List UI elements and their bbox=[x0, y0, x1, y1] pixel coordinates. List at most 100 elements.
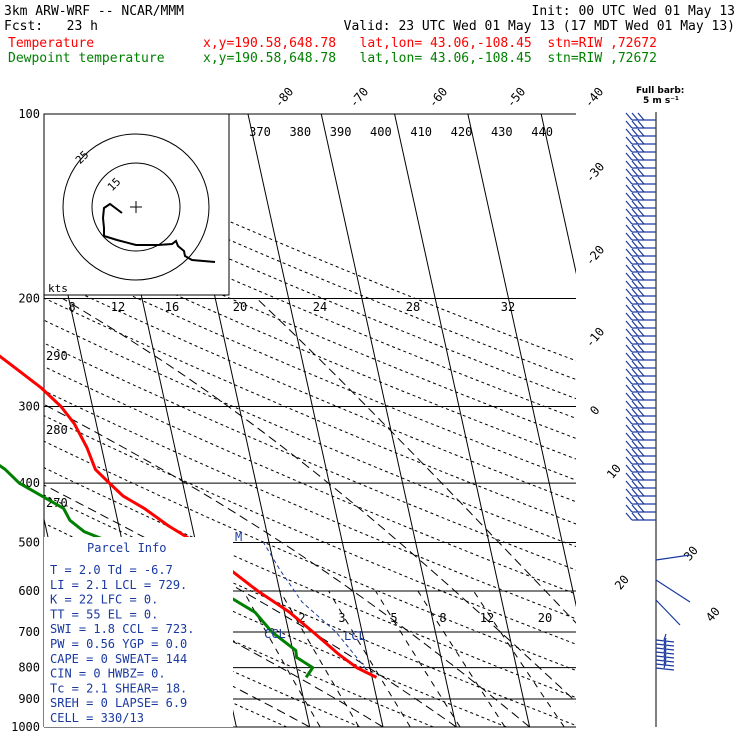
skew-temperature-label: 20 bbox=[612, 572, 632, 592]
dry-adiabat-line bbox=[44, 440, 576, 672]
pressure-tick-label: 1000 bbox=[11, 720, 40, 734]
wind-barb bbox=[625, 112, 656, 121]
wind-barb bbox=[625, 496, 656, 505]
wind-barb bbox=[625, 296, 656, 305]
wind-barb bbox=[625, 376, 656, 385]
wind-barb bbox=[625, 504, 656, 513]
pressure-tick-label: 600 bbox=[18, 584, 40, 598]
parcel-info-background bbox=[44, 537, 233, 727]
wind-barb bbox=[625, 368, 656, 377]
hodo-speed-label: 16 bbox=[165, 300, 179, 314]
wind-barb bbox=[625, 416, 656, 425]
theta-label: 440 bbox=[531, 125, 553, 139]
dry-adiabat-label: 280 bbox=[46, 423, 68, 437]
theta-label: 410 bbox=[410, 125, 432, 139]
hodograph-ring-inner bbox=[91, 162, 181, 252]
wind-barb bbox=[625, 360, 656, 369]
isotherm-line bbox=[320, 114, 457, 727]
model-title: 3km ARW-WRF -- NCAR/MMM bbox=[4, 4, 184, 19]
wind-barb bbox=[625, 392, 656, 401]
dry-adiabat-line bbox=[44, 467, 576, 699]
theta-label: 400 bbox=[370, 125, 392, 139]
dewpoint-legend-info: x,y=190.58,648.78 lat,lon= 43.06,-108.45… bbox=[203, 51, 657, 66]
wind-barb bbox=[625, 408, 656, 417]
lcl-label: LCL bbox=[344, 629, 366, 643]
wind-barb bbox=[625, 120, 656, 129]
wind-barb bbox=[625, 272, 656, 281]
wind-barbs bbox=[625, 112, 691, 727]
hodo-speed-label: 28 bbox=[406, 300, 420, 314]
dry-adiabat-line bbox=[44, 582, 361, 727]
parcel-info-row: SWI = 1.8 CCL = 723. bbox=[50, 622, 195, 636]
parcel-info-row: T = 2.0 Td = -6.7 bbox=[50, 563, 173, 577]
wind-barb bbox=[625, 288, 656, 297]
wind-barb bbox=[625, 312, 656, 321]
parcel-info-row: CIN = 0 HWBZ= 0. bbox=[50, 667, 166, 681]
parcel-path-line bbox=[261, 539, 367, 670]
pressure-tick-label: 800 bbox=[18, 661, 40, 675]
wind-barb bbox=[625, 168, 656, 177]
wind-barb bbox=[625, 248, 656, 257]
theta-label: 430 bbox=[491, 125, 513, 139]
parcel-info-row: K = 22 LFC = 0. bbox=[50, 593, 158, 607]
m-marker-label: M bbox=[235, 530, 242, 544]
mixing-ratio-label: 12 bbox=[480, 611, 494, 625]
wind-barb bbox=[625, 488, 656, 497]
wind-barb bbox=[625, 328, 656, 337]
moist-adiabat-line bbox=[256, 298, 576, 624]
wind-barb bbox=[625, 136, 656, 145]
hodo-speed-label: 8 bbox=[68, 300, 75, 314]
parcel-info-row: CAPE = 0 SWEAT= 144 bbox=[50, 652, 187, 666]
hodograph-trace bbox=[101, 202, 216, 263]
wind-barb bbox=[625, 200, 656, 209]
wind-barb bbox=[625, 304, 656, 313]
wind-barb bbox=[625, 448, 656, 457]
temperature-line bbox=[0, 354, 378, 679]
wind-barb bbox=[625, 160, 656, 169]
wind-barb bbox=[625, 336, 656, 345]
mixing-ratio-label: 8 bbox=[439, 611, 446, 625]
barb-legend-line1: Full barb: bbox=[636, 86, 684, 96]
hodo-speed-label: 24 bbox=[313, 300, 327, 314]
parcel-info-row: PW = 0.56 YGP = 0.0 bbox=[50, 637, 187, 651]
wind-barb bbox=[625, 320, 656, 329]
wind-barb bbox=[625, 384, 656, 393]
dry-adiabat-label: 290 bbox=[46, 349, 68, 363]
isotherm-line bbox=[247, 114, 384, 727]
forecast-hour: Fcst: 23 h bbox=[4, 19, 98, 34]
wind-barb bbox=[625, 456, 656, 465]
parcel-info-title: Parcel Info bbox=[87, 541, 166, 555]
parcel-info-row: CELL = 330/13 bbox=[50, 711, 144, 725]
skew-temperature-label: -70 bbox=[347, 85, 372, 111]
hodo-speed-label: 32 bbox=[501, 300, 515, 314]
wind-barb bbox=[625, 264, 656, 273]
theta-label: 380 bbox=[289, 125, 311, 139]
wind-barb bbox=[625, 176, 656, 185]
ccl-label: CCL bbox=[264, 627, 286, 641]
hodo-speed-label: 20 bbox=[233, 300, 247, 314]
dry-adiabat-line bbox=[44, 522, 507, 727]
skew-temperature-label: 30 bbox=[681, 543, 701, 563]
wind-barb bbox=[625, 240, 656, 249]
mixing-ratio-lines bbox=[242, 590, 565, 727]
temperature-legend-label: Temperature bbox=[8, 36, 94, 51]
skew-temperature-label: -30 bbox=[583, 160, 608, 186]
sounding-series bbox=[0, 354, 378, 679]
hodograph-units-label: kts bbox=[48, 282, 68, 295]
skew-temperature-label: 10 bbox=[604, 461, 624, 481]
mixing-ratio-line bbox=[375, 590, 461, 727]
skew-temperature-labels: -80 -70 -60 -50 -40 -30 -20 -10 0 10 20 30 40 bbox=[272, 85, 723, 625]
wind-barb bbox=[625, 424, 656, 433]
parcel-info-rows: T = 2.0 Td = -6.7LI = 2.1 LCL = 729.K = … bbox=[50, 563, 195, 725]
dry-adiabat-line bbox=[44, 254, 576, 481]
dry-adiabat-line bbox=[44, 342, 576, 571]
wind-barb bbox=[625, 232, 656, 241]
isotherm-line bbox=[540, 114, 576, 275]
wind-barb bbox=[625, 512, 656, 521]
wind-barb bbox=[625, 128, 656, 137]
mixing-ratio-label: 2 bbox=[298, 611, 305, 625]
wind-barb bbox=[625, 352, 656, 361]
pressure-tick-label: 300 bbox=[18, 399, 40, 413]
barb-legend-line2: 5 m s⁻¹ bbox=[643, 96, 679, 106]
